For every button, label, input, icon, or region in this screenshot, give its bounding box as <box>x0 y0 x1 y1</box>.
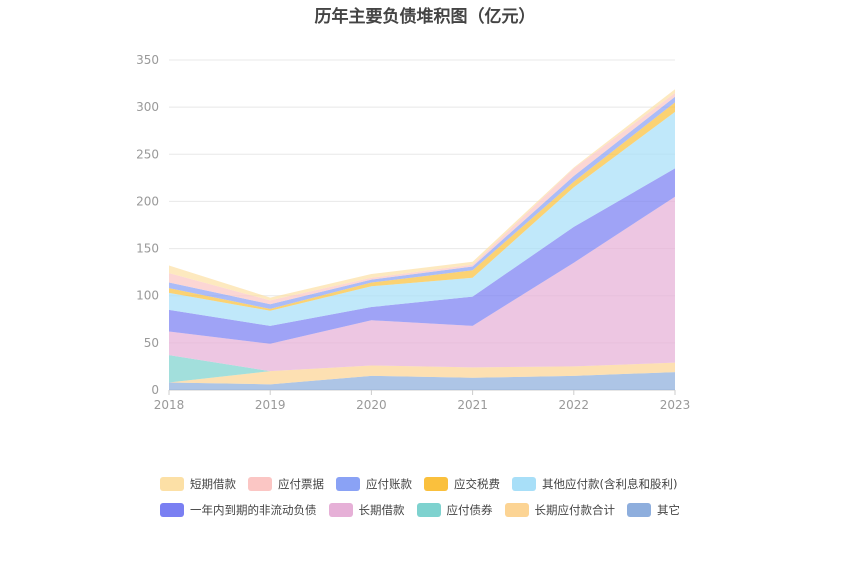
legend-label: 应付账款 <box>366 477 412 491</box>
area-series-0 <box>169 372 675 390</box>
area-series-3 <box>169 196 675 372</box>
area-series-5 <box>169 111 675 326</box>
area-series-4 <box>169 168 675 344</box>
legend-item[interactable]: 应付票据 <box>248 476 324 492</box>
x-tick-label: 2021 <box>457 398 488 412</box>
y-tick-label: 350 <box>136 53 159 67</box>
legend-label: 长期应付款合计 <box>534 503 616 517</box>
area-series-1 <box>169 362 675 385</box>
y-tick-label: 250 <box>136 147 159 161</box>
y-tick-label: 200 <box>136 194 159 208</box>
legend-item[interactable]: 短期借款 <box>160 476 236 492</box>
legend-label: 应付债券 <box>446 503 493 517</box>
legend-swatch <box>504 503 529 517</box>
axes: 0 50 100 150 200 250 300 350 2018 2019 2020 2021 202… <box>136 53 690 412</box>
y-tick-label: 100 <box>136 289 159 303</box>
x-tick-label: 2022 <box>559 398 590 412</box>
legend-label: 其它 <box>657 503 680 517</box>
legend-swatch <box>336 477 360 491</box>
legend-swatch <box>627 503 651 517</box>
legend-label: 一年内到期的非流动负债 <box>190 503 317 517</box>
x-tick-label: 2019 <box>255 398 286 412</box>
x-tick-label: 2018 <box>154 398 185 412</box>
legend-label: 应付票据 <box>278 477 324 491</box>
legend-label: 其他应付款(含利息和股利) <box>542 477 678 491</box>
legend-swatch <box>160 503 184 517</box>
legend-swatch <box>248 477 272 491</box>
y-tick-label: 300 <box>136 100 159 114</box>
x-tick-label: 2023 <box>660 398 691 412</box>
legend-item[interactable]: 一年内到期的非流动负债 <box>160 502 317 518</box>
legend-item[interactable]: 长期应付款合计 <box>504 502 616 518</box>
legend-swatch <box>328 503 353 517</box>
y-tick-label: 50 <box>144 336 159 350</box>
legend-item[interactable]: 应交税费 <box>424 476 500 492</box>
legend-item[interactable]: 其他应付款(含利息和股利) <box>512 476 677 492</box>
legend-item[interactable]: 应付账款 <box>336 476 412 492</box>
legend: 短期借款 应付票据 应付账款 应交税费 其他应付款(含利息和股利) 一年内到期的非流动负债… <box>160 476 700 518</box>
legend-item[interactable]: 其它 <box>627 502 680 518</box>
legend-swatch <box>416 503 441 517</box>
area-series <box>169 89 675 390</box>
legend-swatch <box>512 477 536 491</box>
legend-label: 应交税费 <box>454 477 500 491</box>
legend-item[interactable]: 应付债券 <box>416 502 493 518</box>
chart-title: 历年主要负债堆积图（亿元） <box>314 7 536 27</box>
legend-label: 短期借款 <box>190 477 236 491</box>
legend-swatch <box>160 477 184 491</box>
y-tick-label: 0 <box>151 383 159 397</box>
legend-swatch <box>424 477 448 491</box>
legend-item[interactable]: 长期借款 <box>328 502 405 518</box>
legend-label: 长期借款 <box>358 503 405 517</box>
x-tick-label: 2020 <box>356 398 387 412</box>
y-tick-label: 150 <box>136 242 159 256</box>
